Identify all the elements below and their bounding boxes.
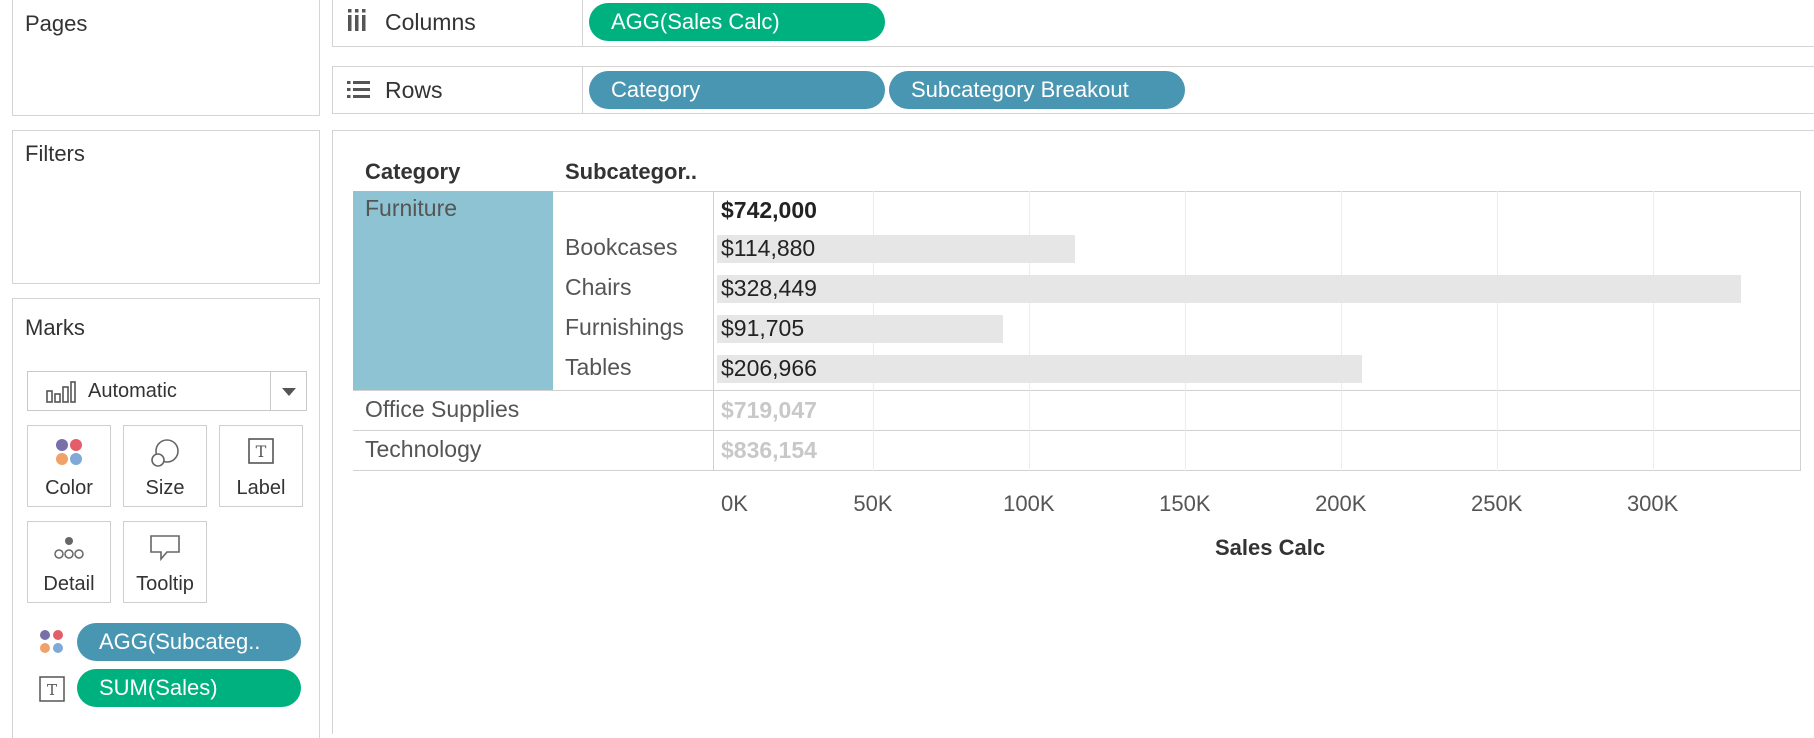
row-divider — [353, 390, 1801, 391]
sum-sales-pill[interactable]: SUM(Sales) — [77, 669, 301, 707]
bar-plot: 0K 50K 100K 150K 200K 250K 300K Bookcases $114,8… — [333, 131, 1814, 735]
rows-shelf[interactable]: Rows Category Subcategory Breakout — [332, 66, 1814, 114]
office-supplies-total: $719,047 — [721, 397, 817, 423]
axis-title: Sales Calc — [1215, 535, 1326, 560]
pages-panel[interactable]: Pages — [12, 0, 320, 116]
bar-furnishings[interactable] — [717, 315, 1003, 343]
viz-area[interactable]: Category Subcategor.. 0K 50K 100K 150K 200K 2… — [332, 130, 1814, 734]
bar-tables[interactable] — [717, 355, 1363, 383]
columns-shelf-label: Columns — [333, 0, 583, 46]
category-pill[interactable]: Category — [589, 71, 885, 109]
color-dots-icon — [56, 439, 82, 465]
color-button[interactable]: Color — [27, 425, 111, 507]
size-button-label: Size — [145, 477, 185, 499]
tooltip-button-label: Tooltip — [136, 573, 194, 595]
columns-shelf[interactable]: Columns AGG(Sales Calc) — [332, 0, 1814, 47]
tick-label: 250K — [1471, 491, 1523, 516]
row-divider — [353, 470, 1801, 471]
pane-divider — [713, 191, 714, 471]
tick-label: 100K — [1003, 491, 1055, 516]
category-header[interactable]: Category — [365, 159, 461, 184]
bar-bookcases[interactable] — [717, 235, 1076, 263]
size-button[interactable]: Size — [123, 425, 207, 507]
text-label-icon: T — [248, 438, 274, 464]
value-label-tables: $206,966 — [721, 355, 817, 381]
columns-label: Columns — [385, 9, 476, 35]
subcategory-cell-chairs[interactable]: Chairs — [565, 274, 632, 300]
furniture-highlight[interactable] — [353, 191, 553, 390]
color-dots-icon — [40, 630, 63, 653]
technology-total: $836,154 — [721, 437, 817, 463]
subcategory-cell-bookcases[interactable]: Bookcases — [565, 234, 678, 260]
size-circles-icon — [151, 439, 179, 467]
label-button-label: Label — [236, 477, 286, 499]
agg-subcategory-pill[interactable]: AGG(Subcateg.. — [77, 623, 301, 661]
agg-sales-calc-pill[interactable]: AGG(Sales Calc) — [589, 3, 885, 41]
filters-title: Filters — [25, 141, 85, 166]
category-cell-technology[interactable]: Technology — [365, 436, 482, 462]
rows-shelf-label: Rows — [333, 67, 583, 113]
furniture-total: $742,000 — [721, 197, 817, 223]
gridline — [1652, 191, 1654, 471]
gridline — [1028, 191, 1030, 471]
value-label-chairs: $328,449 — [721, 275, 817, 301]
marks-panel: Marks Automatic Color Size T — [12, 298, 320, 738]
filters-panel[interactable]: Filters — [12, 130, 320, 284]
mark-type-dropdown[interactable]: Automatic — [27, 371, 307, 411]
subcategory-cell-furnishings[interactable]: Furnishings — [565, 314, 684, 340]
row-divider — [353, 430, 1801, 431]
gridline — [1184, 191, 1186, 471]
detail-button-label: Detail — [43, 573, 95, 595]
bar-chairs[interactable] — [717, 275, 1742, 303]
value-label-furnishings: $91,705 — [721, 315, 805, 341]
tick-label: 300K — [1626, 491, 1679, 516]
subcategory-cell-tables[interactable]: Tables — [565, 354, 632, 380]
mark-type-label: Automatic — [88, 380, 177, 402]
tick-label: 150K — [1159, 491, 1211, 516]
category-cell-furniture[interactable]: Furniture — [365, 195, 458, 221]
tooltip-button[interactable]: Tooltip — [123, 521, 207, 603]
tick-label: 200K — [1315, 491, 1367, 516]
gridline — [1340, 191, 1342, 471]
label-button[interactable]: T Label — [219, 425, 303, 507]
tick-label: 0K — [721, 491, 748, 516]
text-label-icon: T — [39, 676, 65, 702]
subcategory-breakout-pill[interactable]: Subcategory Breakout — [889, 71, 1185, 109]
detail-dots-icon — [54, 537, 84, 559]
svg-text:T: T — [256, 442, 267, 461]
svg-text:T: T — [47, 681, 57, 699]
chevron-down-icon[interactable] — [281, 387, 297, 397]
value-label-bookcases: $114,880 — [721, 235, 816, 261]
gridline — [1496, 191, 1498, 471]
subcategory-header[interactable]: Subcategor.. — [565, 159, 698, 184]
tooltip-bubble-icon — [150, 535, 180, 562]
dropdown-divider — [270, 372, 271, 410]
color-button-label: Color — [45, 477, 93, 499]
category-cell-office-supplies[interactable]: Office Supplies — [365, 396, 520, 422]
marks-title: Marks — [25, 315, 85, 340]
tick-label: 50K — [853, 491, 893, 516]
columns-icon — [348, 9, 366, 31]
rows-icon — [347, 81, 370, 98]
pages-title: Pages — [25, 11, 88, 36]
bar-chart-icon — [46, 381, 76, 403]
rows-label: Rows — [385, 77, 443, 103]
detail-button[interactable]: Detail — [27, 521, 111, 603]
